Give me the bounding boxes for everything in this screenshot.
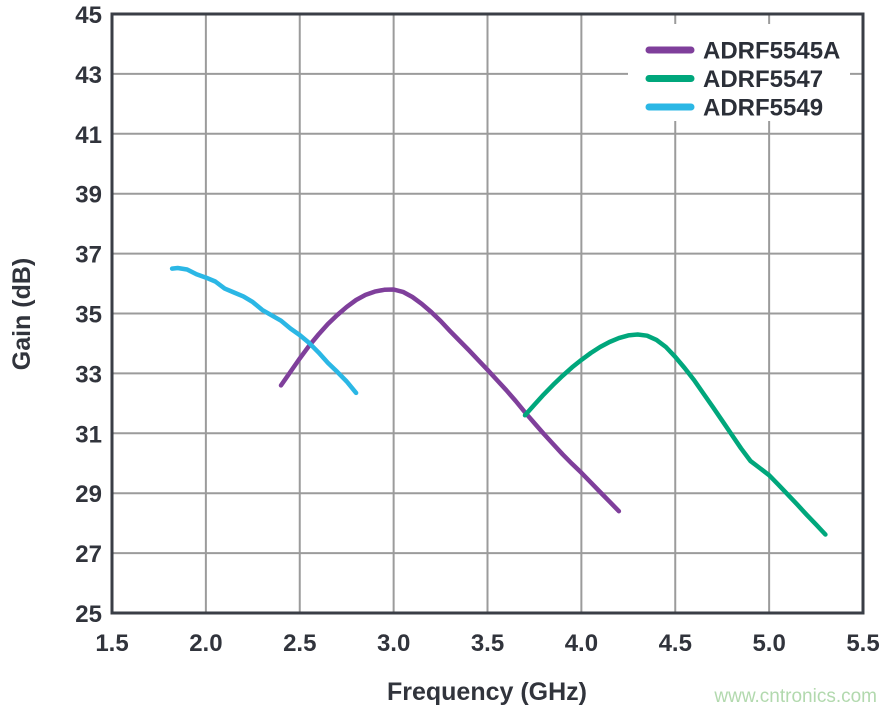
y-axis-title: Gain (dB) <box>8 258 36 371</box>
y-tick-label: 41 <box>75 122 102 149</box>
y-tick-label: 37 <box>75 242 102 269</box>
x-tick-label: 2.5 <box>283 630 316 657</box>
y-tick-label: 35 <box>75 302 102 329</box>
legend-label-adrf5547: ADRF5547 <box>703 66 823 93</box>
curve-adrf5547 <box>522 332 828 537</box>
legend-label-adrf5549: ADRF5549 <box>703 95 823 122</box>
x-tick-label: 1.5 <box>95 630 128 657</box>
y-tick-labels: 25 27 29 31 33 35 37 39 41 43 45 <box>75 2 102 628</box>
x-tick-label: 4.5 <box>659 630 692 657</box>
x-tick-label: 2.0 <box>189 630 222 657</box>
plot-frame <box>110 12 865 615</box>
x-tick-label: 5.0 <box>752 630 785 657</box>
legend-label-adrf5545a: ADRF5545A <box>703 38 840 65</box>
y-tick-label: 43 <box>75 62 102 89</box>
x-tick-label: 3.5 <box>471 630 504 657</box>
y-tick-label: 31 <box>75 421 102 448</box>
y-tick-label: 39 <box>75 182 102 209</box>
x-tick-label: 3.0 <box>377 630 410 657</box>
y-tick-label: 29 <box>75 481 102 508</box>
y-tick-label: 27 <box>75 541 102 568</box>
y-tick-label: 33 <box>75 361 102 388</box>
y-tick-label: 25 <box>75 601 102 628</box>
curve-adrf5545a <box>278 287 622 514</box>
x-axis-title: Frequency (GHz) <box>387 678 587 706</box>
x-tick-label: 4.0 <box>565 630 598 657</box>
curve-adrf5549 <box>169 265 359 396</box>
x-tick-label: 5.5 <box>846 630 879 657</box>
watermark: www.cntronics.com <box>713 686 877 707</box>
x-tick-labels: 1.5 2.0 2.5 3.0 3.5 4.0 4.5 5.0 5.5 <box>95 630 879 657</box>
y-tick-label: 45 <box>75 2 102 29</box>
curve-layer <box>169 265 828 537</box>
